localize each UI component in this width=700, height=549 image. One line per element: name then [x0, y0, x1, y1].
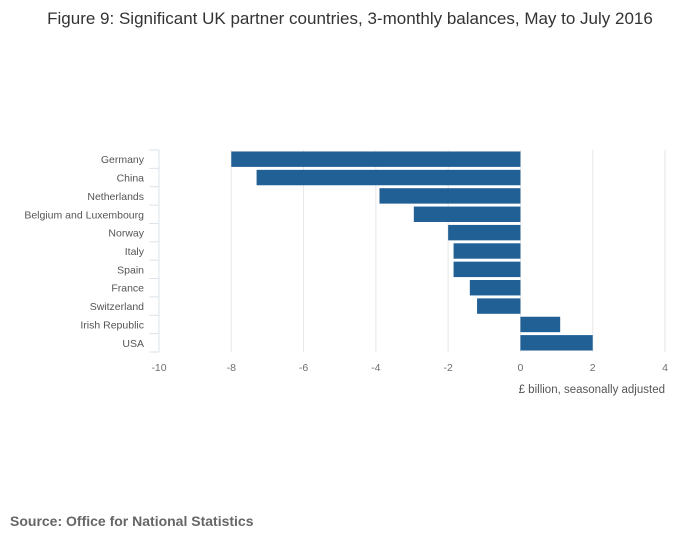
- bar-france[interactable]: [469, 280, 521, 296]
- bar-switzerland[interactable]: [477, 298, 521, 314]
- bar-norway[interactable]: [448, 224, 521, 241]
- source-note: Source: Office for National Statistics: [10, 513, 254, 529]
- bar-spain[interactable]: [453, 261, 521, 278]
- category-labels: Germany China Netherlands Belgium and Luxem…: [24, 154, 144, 350]
- x-tick-label: 2: [590, 362, 596, 374]
- category-label: Norway: [108, 228, 144, 240]
- category-label: Germany: [101, 154, 145, 166]
- category-label: Irish Republic: [80, 319, 144, 331]
- category-label: France: [111, 283, 144, 295]
- category-label: USA: [122, 338, 144, 350]
- bar-china[interactable]: [256, 169, 521, 186]
- x-tick-label: -6: [299, 362, 308, 374]
- category-label: Spain: [117, 264, 144, 276]
- category-label: Switzerland: [90, 301, 144, 313]
- chart-title: Figure 9: Significant UK partner countri…: [47, 9, 653, 28]
- bar-italy[interactable]: [453, 243, 521, 259]
- x-tick-label: -8: [227, 362, 236, 374]
- bar-germany[interactable]: [231, 151, 521, 167]
- x-tick-label: 0: [518, 362, 524, 374]
- y-axis: [149, 149, 160, 353]
- category-label: Italy: [125, 246, 145, 258]
- x-tick-label: -4: [371, 362, 380, 374]
- bar-irish-republic[interactable]: [520, 316, 561, 333]
- x-tick-label: -10: [151, 362, 166, 374]
- x-tick-label: -2: [443, 362, 452, 374]
- bars: [231, 151, 593, 351]
- category-label: Netherlands: [87, 191, 144, 203]
- x-axis-title: £ billion, seasonally adjusted: [519, 384, 665, 396]
- category-label: Belgium and Luxembourg: [24, 209, 144, 221]
- bar-usa[interactable]: [520, 335, 593, 351]
- bar-netherlands[interactable]: [379, 188, 521, 204]
- category-label: China: [117, 173, 145, 185]
- bar-belgium-and-luxembourg[interactable]: [413, 206, 521, 222]
- x-tick-label: 4: [662, 362, 668, 374]
- x-tick-labels: -10 -8 -6 -4 -2 0 2 4: [151, 362, 668, 374]
